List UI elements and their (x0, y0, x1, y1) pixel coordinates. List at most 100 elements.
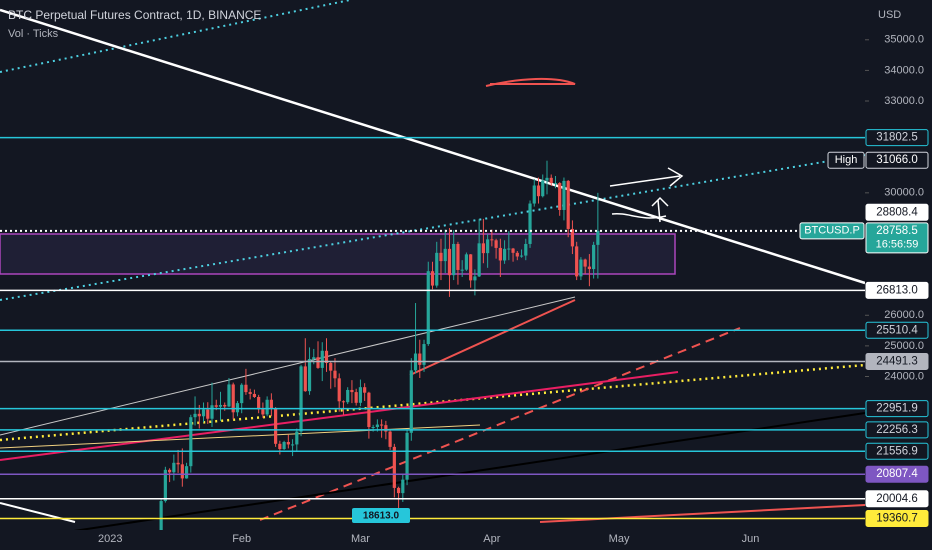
level-label: 20807.4 (876, 468, 918, 480)
level-label: 25510.4 (876, 324, 918, 336)
x-tick-label: Mar (351, 533, 370, 545)
level-label-box (865, 129, 929, 147)
x-tick-label: Feb (232, 533, 251, 545)
level-name: High (835, 154, 858, 166)
candle-body (358, 387, 363, 403)
candle-body (346, 389, 350, 403)
candle-body (558, 183, 562, 210)
level-label-box (865, 490, 929, 508)
candle-body (443, 248, 447, 262)
level-label: 31066.0 (876, 154, 918, 166)
candle-body (248, 392, 252, 394)
candle-body (350, 389, 354, 393)
candle-body (299, 366, 303, 432)
candle-body (439, 252, 443, 262)
candle-body (579, 259, 583, 277)
candle-body (316, 357, 320, 368)
candle-body (396, 487, 401, 494)
x-tick-label: May (609, 533, 630, 545)
low-label-box (352, 508, 410, 523)
level-label-box (865, 352, 929, 370)
candle-body (159, 501, 163, 535)
level-label-box (865, 151, 929, 169)
candle-body (532, 185, 536, 204)
level-label: 22256.3 (876, 424, 918, 436)
level-label-box (865, 465, 929, 483)
candle-body (456, 243, 460, 270)
candle-body (295, 431, 299, 445)
time-axis (0, 530, 932, 550)
y-tick-label: 34000.0 (884, 64, 924, 76)
candle-body (282, 441, 286, 450)
candle-body (469, 254, 473, 281)
candle-body (307, 359, 312, 392)
level-name-box (799, 222, 865, 240)
candle-body (235, 403, 240, 413)
chart-title: BTC Perpetual Futures Contract, 1D, BINA… (8, 8, 261, 22)
candle-body (528, 203, 532, 244)
candle-body (375, 424, 379, 427)
level-label-box (865, 442, 929, 460)
x-tick-label: Apr (483, 533, 500, 545)
trendline (409, 299, 576, 376)
candle-body (473, 276, 477, 281)
level-label-box (865, 321, 929, 339)
candle-body (507, 248, 511, 250)
candle-body (494, 240, 498, 248)
candle-body (163, 469, 167, 502)
candle-body (519, 255, 524, 257)
level-label: 31802.5 (876, 132, 918, 144)
candle-body (193, 413, 197, 418)
y-tick-label: 35000.0 (884, 34, 924, 46)
level-label-box (865, 281, 929, 299)
candle-body (498, 247, 502, 261)
level-label: 21556.9 (876, 445, 918, 457)
candle-body (290, 444, 295, 446)
drawings (0, 0, 866, 543)
candle-body (197, 413, 201, 417)
candle-body (587, 266, 591, 270)
candle-body (201, 409, 206, 417)
arrow (609, 167, 684, 187)
candle-body (367, 392, 371, 427)
candle-body (435, 252, 439, 286)
candle-body (541, 180, 545, 197)
candle-body (274, 408, 278, 444)
candle-body (214, 405, 218, 407)
candle-body (422, 344, 426, 365)
zone-box (0, 233, 676, 275)
level-label: 28808.4 (876, 206, 918, 218)
level-label: 24491.3 (876, 355, 918, 367)
countdown: 16:56:59 (876, 239, 919, 251)
candle-body (252, 393, 257, 397)
level-label-box (865, 509, 929, 527)
candle-body (231, 384, 235, 413)
chart-subtitle: Vol · Ticks (8, 28, 59, 40)
candle-body (184, 466, 189, 479)
candle-body (320, 350, 324, 368)
level-label-box (865, 421, 929, 439)
candle-body (553, 183, 558, 185)
candle-body (265, 399, 269, 415)
candle-body (223, 404, 227, 407)
candle-body (206, 409, 210, 419)
candle-body (363, 387, 367, 393)
candle-body (180, 464, 184, 479)
series (159, 160, 600, 539)
candle-body (257, 396, 261, 410)
y-tick-label: 24000.0 (884, 370, 924, 382)
candle-body (269, 399, 273, 409)
candle-body (168, 469, 172, 473)
candle-body (511, 248, 515, 253)
candle-body (405, 432, 409, 480)
candle-body (392, 446, 396, 488)
candle-body (240, 384, 244, 404)
candle-body (384, 425, 388, 432)
x-tick-label: Jun (742, 533, 760, 545)
level-label-box (865, 203, 929, 221)
candle-body (312, 357, 316, 360)
level-name: BTCUSD.P (804, 225, 860, 237)
candle-body (244, 384, 248, 393)
